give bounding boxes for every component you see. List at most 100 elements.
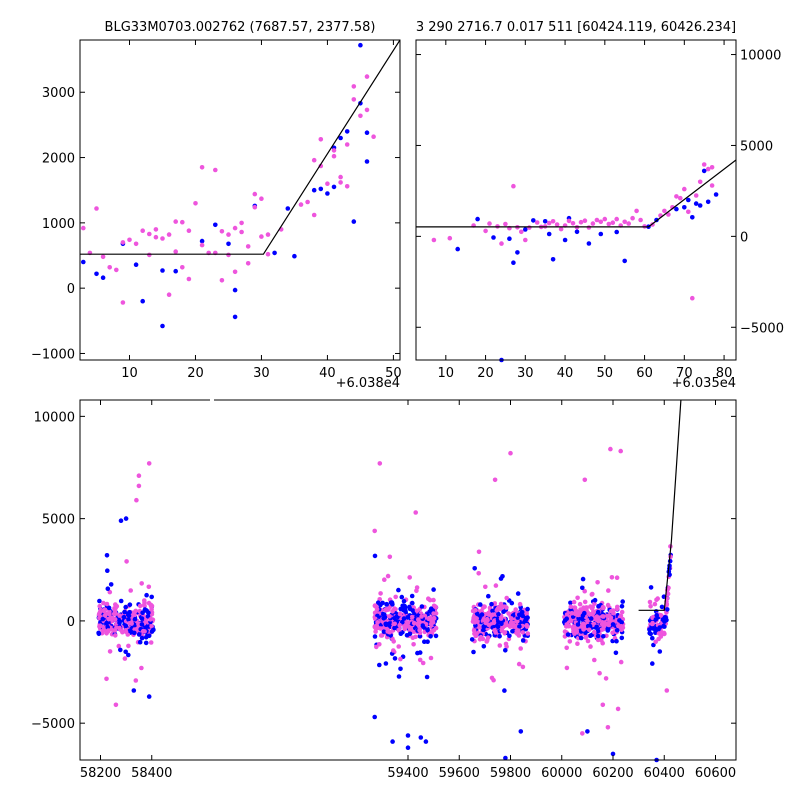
data-point (382, 614, 388, 620)
data-point (193, 201, 198, 206)
data-point (447, 235, 453, 241)
data-point (94, 206, 99, 211)
data-point (585, 729, 590, 734)
data-point (364, 159, 370, 164)
data-point (136, 473, 142, 479)
data-point (666, 585, 671, 591)
data-point (674, 206, 679, 212)
y-tick-label: 2000 (42, 152, 75, 167)
data-point (384, 602, 390, 607)
data-point (622, 258, 627, 264)
data-point (133, 262, 139, 268)
data-point (146, 584, 152, 590)
data-point (482, 604, 487, 610)
data-point (686, 197, 691, 203)
data-point (513, 607, 518, 612)
data-point (516, 628, 521, 633)
data-point (113, 702, 119, 708)
data-point (318, 137, 324, 142)
data-point (431, 597, 436, 603)
x-tick-label: 50 (385, 366, 402, 381)
x-tick-label: 80 (716, 366, 733, 381)
data-point (653, 639, 658, 645)
data-point (373, 629, 378, 634)
data-point (417, 627, 422, 633)
data-point (471, 649, 476, 655)
data-point (372, 714, 378, 720)
data-point (392, 656, 398, 661)
data-point (554, 222, 560, 227)
data-point (118, 598, 124, 604)
data-point (106, 616, 111, 622)
data-point (338, 180, 343, 185)
data-point (606, 588, 611, 593)
data-point (407, 631, 413, 637)
data-point (100, 275, 106, 281)
data-point (531, 218, 536, 223)
data-point (219, 229, 225, 234)
data-point (503, 648, 508, 653)
data-point (116, 643, 122, 649)
data-point (601, 634, 606, 639)
data-point (401, 599, 407, 604)
data-point (431, 616, 437, 621)
data-point (97, 603, 102, 609)
data-point (364, 107, 370, 113)
data-point (104, 620, 109, 626)
data-point (478, 602, 483, 607)
data-point (160, 323, 165, 329)
data-point (374, 644, 379, 650)
data-point (473, 633, 479, 639)
data-point (701, 162, 707, 167)
data-point (665, 607, 670, 612)
data-point (427, 597, 433, 603)
data-point (398, 666, 403, 672)
data-point (372, 610, 378, 615)
data-point (503, 641, 509, 647)
data-point (407, 626, 413, 631)
data-point (595, 628, 601, 634)
data-point (338, 135, 343, 141)
data-point (245, 261, 251, 266)
data-point (422, 639, 427, 644)
x-tick-label: 60000 (541, 766, 582, 781)
x-offset-label-top-right: +6.035e4 (672, 376, 736, 391)
data-point (650, 661, 655, 666)
data-point (630, 215, 635, 221)
data-point (597, 670, 602, 676)
data-point (613, 650, 619, 656)
data-point (431, 237, 437, 243)
data-point (474, 611, 480, 617)
data-point (232, 314, 238, 320)
x-tick-label: 59800 (490, 766, 531, 781)
data-point (252, 204, 258, 210)
data-point (139, 581, 144, 586)
data-point (515, 250, 520, 255)
data-point (484, 638, 490, 643)
data-point (123, 604, 128, 610)
data-point (118, 647, 123, 653)
data-point (146, 694, 152, 699)
data-point (122, 656, 128, 661)
data-point (618, 659, 624, 665)
data-point (102, 613, 108, 619)
data-point (653, 617, 659, 622)
data-point (619, 604, 625, 609)
plot-area-top-left (80, 40, 400, 329)
axes-frame-top-right (415, 39, 737, 361)
data-point (139, 616, 145, 621)
data-point (619, 624, 624, 629)
data-point (701, 168, 707, 174)
data-point (166, 292, 172, 298)
data-point (662, 208, 667, 214)
data-point (567, 639, 573, 644)
data-point (523, 237, 528, 243)
data-point (81, 259, 86, 265)
data-point (600, 702, 606, 708)
data-point (591, 629, 597, 635)
data-point (292, 253, 297, 259)
data-point (499, 621, 504, 627)
chart-title-top-right: 3 290 2716.7 0.017 511 [60424.119, 60426… (416, 20, 736, 35)
data-point (420, 660, 426, 666)
data-point (398, 631, 404, 636)
